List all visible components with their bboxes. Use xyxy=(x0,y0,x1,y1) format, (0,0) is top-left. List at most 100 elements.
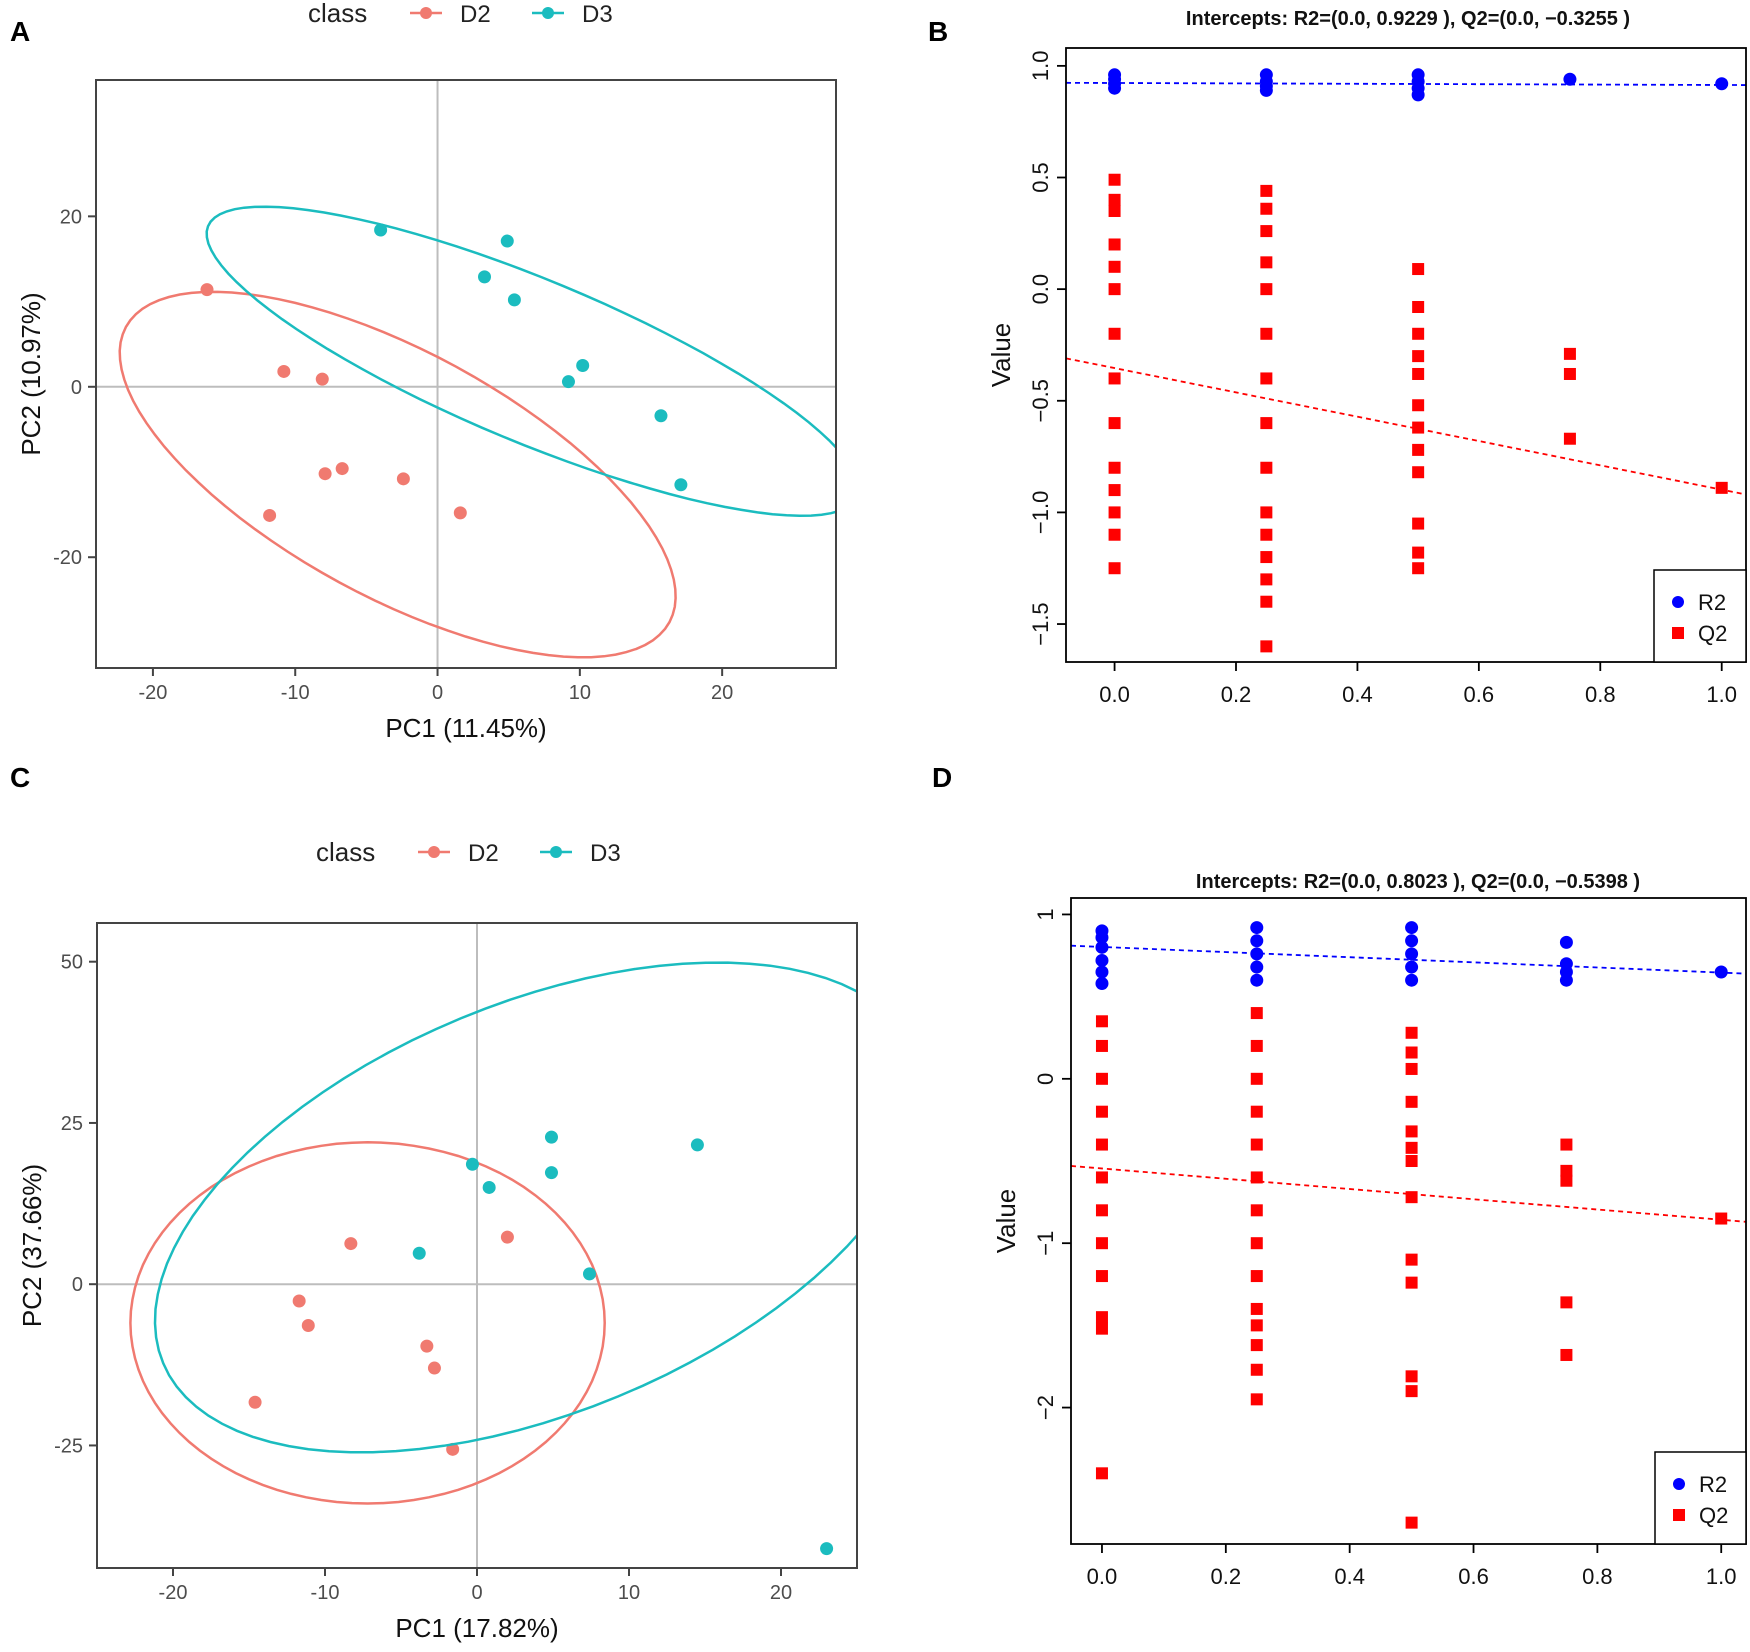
q2-point-b-26 xyxy=(1260,573,1273,586)
panel-letter-a: A xyxy=(10,16,31,47)
q2-point-d-28 xyxy=(1405,1062,1418,1075)
q2-point-d-39 xyxy=(1560,1138,1573,1151)
x-tick-label-c-2: 0 xyxy=(471,1582,482,1604)
point-d3-a-7 xyxy=(674,478,688,492)
q2-point-b-14 xyxy=(1260,184,1273,197)
q2-point-b-24 xyxy=(1260,528,1273,541)
point-d3-a-0 xyxy=(374,223,388,237)
q2-point-b-31 xyxy=(1412,327,1425,340)
q2-point-d-6 xyxy=(1095,1204,1108,1217)
x-tick-label-a-3: 10 xyxy=(569,682,591,704)
r2-point-b-3 xyxy=(1108,68,1122,82)
r2-point-d-1 xyxy=(1095,965,1109,979)
point-d3-a-1 xyxy=(500,234,514,248)
q2-point-b-12 xyxy=(1108,528,1121,541)
q2-point-b-44 xyxy=(1715,481,1728,494)
q2-point-d-21 xyxy=(1250,1302,1263,1315)
q2-point-b-38 xyxy=(1412,517,1425,530)
q2-point-b-33 xyxy=(1412,367,1425,380)
q2-point-b-13 xyxy=(1108,562,1121,575)
legend-marker-d2-a xyxy=(420,7,432,19)
q2-point-b-10 xyxy=(1108,484,1121,497)
point-d3-c-5 xyxy=(412,1246,426,1260)
q2-point-d-40 xyxy=(1560,1164,1573,1177)
q2-point-d-32 xyxy=(1405,1155,1418,1168)
legend-title-a: class xyxy=(308,0,367,28)
x-tick-label-a-4: 20 xyxy=(711,682,733,704)
q2-point-b-21 xyxy=(1260,417,1273,430)
ellipse-d2-c xyxy=(129,1141,606,1505)
q2-point-b-16 xyxy=(1260,225,1273,238)
point-d3-a-5 xyxy=(561,375,575,389)
q2-point-d-10 xyxy=(1095,1322,1108,1335)
r2-point-d-12 xyxy=(1405,960,1419,974)
r2-point-b-11 xyxy=(1411,68,1425,82)
q2-point-d-1 xyxy=(1095,1039,1108,1052)
y-axis-label-b: Value xyxy=(986,323,1016,388)
y-tick-label-b-5: −1.5 xyxy=(1028,602,1053,645)
q2-point-d-18 xyxy=(1250,1204,1263,1217)
q2-point-b-11 xyxy=(1108,506,1121,519)
x-tick-label-a-1: -10 xyxy=(281,682,310,704)
q2-point-d-3 xyxy=(1095,1105,1108,1118)
q2-point-d-2 xyxy=(1095,1072,1108,1085)
point-d3-c-0 xyxy=(544,1130,558,1144)
legend-label-d2-c: D2 xyxy=(468,840,499,867)
legend-marker-d3-a xyxy=(542,7,554,19)
q2-point-d-0 xyxy=(1095,1015,1108,1028)
point-d3-a-3 xyxy=(507,293,521,307)
r2-point-d-5 xyxy=(1095,924,1109,938)
q2-point-d-24 xyxy=(1250,1363,1263,1376)
q2-point-d-5 xyxy=(1095,1171,1108,1184)
y-tick-label-c-3: -25 xyxy=(54,1435,83,1457)
q2-point-b-35 xyxy=(1412,421,1425,434)
r2-point-d-8 xyxy=(1250,947,1264,961)
x-tick-label-d-0: 0.0 xyxy=(1087,1564,1118,1589)
q2-point-b-34 xyxy=(1412,399,1425,412)
x-tick-label-a-0: -20 xyxy=(138,682,167,704)
point-d2-a-2 xyxy=(315,372,329,386)
q2-point-b-7 xyxy=(1108,372,1121,385)
r2-point-d-14 xyxy=(1405,934,1419,948)
point-d3-c-2 xyxy=(465,1157,479,1171)
q2-point-b-37 xyxy=(1412,466,1425,479)
q2-point-b-5 xyxy=(1108,283,1121,296)
r2-point-b-7 xyxy=(1259,68,1273,82)
q2-point-b-32 xyxy=(1412,350,1425,363)
q2-point-b-1 xyxy=(1108,193,1121,206)
plot-frame-b xyxy=(1065,47,1747,663)
q2-point-b-22 xyxy=(1260,461,1273,474)
q2-point-d-29 xyxy=(1405,1095,1418,1108)
q2-point-d-14 xyxy=(1250,1072,1263,1085)
r2-point-b-12 xyxy=(1563,72,1577,86)
y-tick-label-d-3: −2 xyxy=(1033,1395,1058,1420)
point-d3-a-2 xyxy=(478,270,491,284)
r2-regression-line-d xyxy=(1070,944,1747,975)
r2-point-d-11 xyxy=(1405,973,1419,987)
y-tick-label-b-2: 0.0 xyxy=(1028,274,1053,305)
panel-letter-b: B xyxy=(928,16,949,47)
r2-regression-line-b xyxy=(1065,81,1747,86)
q2-point-b-3 xyxy=(1108,238,1121,251)
r2-point-d-20 xyxy=(1714,965,1728,979)
q2-point-d-22 xyxy=(1250,1319,1263,1332)
legend-marker-d3-c xyxy=(550,846,562,858)
plot-frame-d xyxy=(1070,897,1747,1545)
q2-point-b-23 xyxy=(1260,506,1273,519)
panel-letter-c: C xyxy=(10,762,31,793)
legend-marker-q2-b xyxy=(1672,627,1684,639)
y-tick-label-b-0: 1.0 xyxy=(1028,51,1053,82)
y-tick-label-b-1: 0.5 xyxy=(1028,162,1053,193)
x-axis-label-a: PC1 (11.45%) xyxy=(385,713,546,743)
r2-point-d-13 xyxy=(1405,947,1419,961)
x-axis-label-c: PC1 (17.82%) xyxy=(395,1613,558,1643)
legend-marker-r2-d xyxy=(1673,1478,1685,1490)
q2-regression-line-d xyxy=(1070,1165,1747,1223)
point-d2-a-1 xyxy=(277,364,291,378)
q2-point-b-20 xyxy=(1260,372,1273,385)
q2-point-d-27 xyxy=(1405,1046,1418,1059)
y-axis-label-a: PC2 (10.97%) xyxy=(16,292,46,455)
q2-point-d-12 xyxy=(1250,1007,1263,1020)
q2-point-b-25 xyxy=(1260,551,1273,564)
x-tick-label-c-3: 10 xyxy=(618,1582,640,1604)
